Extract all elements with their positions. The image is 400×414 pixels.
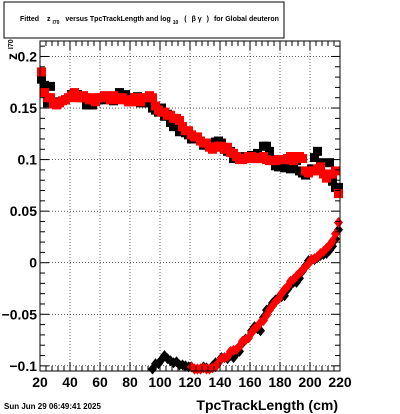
y-axis-title-main: z xyxy=(4,53,20,60)
y-tick-label: 0 xyxy=(29,255,37,271)
square-marker xyxy=(70,88,79,98)
x-tick-label: 220 xyxy=(328,374,352,390)
square-marker xyxy=(175,115,184,125)
x-tick-label: 100 xyxy=(148,374,172,390)
square-marker xyxy=(313,146,322,156)
title-log-sub: 10 xyxy=(173,20,179,26)
x-tick-label: 140 xyxy=(208,374,232,390)
x-tick-label: 20 xyxy=(32,374,48,390)
square-marker xyxy=(262,141,271,151)
y-tick-label: 0.05 xyxy=(10,203,37,219)
square-marker xyxy=(331,166,340,176)
x-tick-label: 200 xyxy=(298,374,322,390)
title-prefix: Fitted xyxy=(20,16,39,23)
y-tick-label: 0.2 xyxy=(18,48,38,64)
y-tick-label: −0.05 xyxy=(2,306,38,322)
title-suffix: for Global deuteron xyxy=(214,16,279,23)
y-axis-title-sub: I70 xyxy=(8,39,15,49)
square-marker xyxy=(172,122,181,132)
square-marker xyxy=(334,182,343,192)
square-marker xyxy=(40,80,49,90)
axis-tick-labels: 20 40 60 80 100 120 140 160 180 200 220 −0.1 −0.05 0 0… xyxy=(2,48,352,390)
x-tick-label: 80 xyxy=(122,374,138,390)
diamond-marker xyxy=(334,217,343,228)
title-paren-close: ) xyxy=(207,16,209,23)
square-marker xyxy=(46,81,55,91)
square-marker xyxy=(43,98,52,108)
y-tick-label: −0.1 xyxy=(9,358,37,374)
y-tick-label: 0.1 xyxy=(18,152,38,168)
x-tick-label: 60 xyxy=(92,374,108,390)
chart-title: Fitted z I70 versus TpcTrackLength and l… xyxy=(20,16,279,26)
axis-ticks xyxy=(39,41,341,371)
square-marker xyxy=(46,93,55,103)
square-marker xyxy=(37,67,46,77)
square-marker xyxy=(37,74,46,84)
x-tick-label: 160 xyxy=(238,374,262,390)
x-axis-title: TpcTrackLength (cm) xyxy=(196,397,338,413)
footer-timestamp: Sun Jun 29 06:49:41 2025 xyxy=(4,402,101,411)
square-marker xyxy=(289,162,298,172)
square-marker xyxy=(115,88,124,98)
title-middle: versus TpcTrackLength and log xyxy=(65,16,170,23)
x-tick-label: 40 xyxy=(62,374,78,390)
series-1 xyxy=(37,67,343,199)
title-symbol: z xyxy=(47,16,51,23)
square-marker xyxy=(316,162,325,172)
x-tick-label: 120 xyxy=(178,374,202,390)
x-tick-label: 180 xyxy=(268,374,292,390)
title-box xyxy=(3,1,285,39)
y-tick-label: 0.15 xyxy=(10,100,37,116)
title-beta-gamma: β γ xyxy=(192,16,202,23)
square-marker xyxy=(280,163,289,173)
title-paren-open: ( xyxy=(184,16,187,23)
square-marker xyxy=(148,93,157,103)
square-marker xyxy=(145,98,154,108)
title-symbol-sub: I70 xyxy=(52,20,59,26)
square-marker xyxy=(328,176,337,186)
square-marker xyxy=(334,189,343,199)
data-markers xyxy=(37,67,343,375)
square-marker xyxy=(265,146,274,156)
square-marker xyxy=(310,153,319,163)
y-axis-title: z I70 xyxy=(4,39,20,60)
square-marker xyxy=(325,158,334,168)
diamond-marker xyxy=(331,228,340,240)
square-marker xyxy=(40,88,49,98)
square-marker xyxy=(223,142,232,152)
square-marker xyxy=(298,154,307,164)
